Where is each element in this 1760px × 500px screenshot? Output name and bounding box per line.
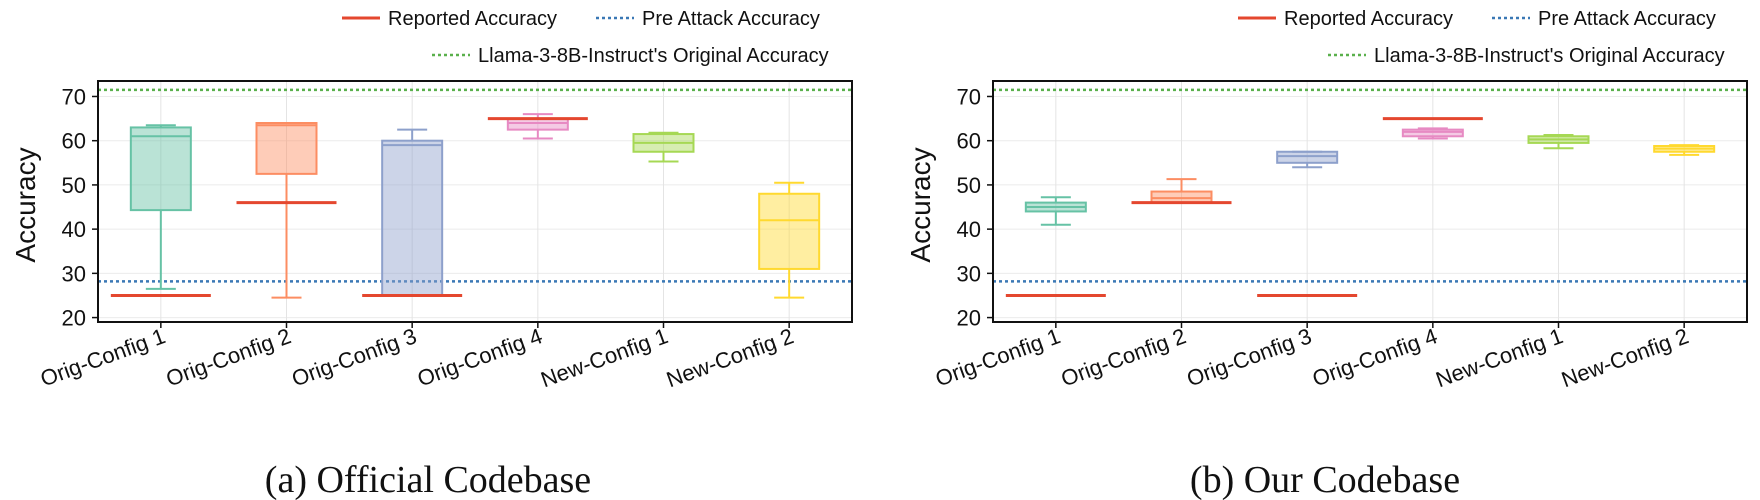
y-tick-label: 20 [62,306,86,331]
box-body [1150,190,1213,204]
box-5 [1527,133,1590,150]
x-tick-label: New-Config 1 [537,323,671,392]
y-axis-label: Accuracy [905,147,936,262]
box-1 [129,124,192,290]
axes-frame [97,80,853,323]
legend-reported-label: Reported Accuracy [1284,8,1453,30]
y-tick-label: 50 [957,173,981,198]
box-5 [632,131,695,163]
box-body [758,192,821,270]
x-tick-label: Orig-Config 1 [37,323,169,391]
y-tick-label: 40 [957,217,981,242]
y-tick-label: 60 [62,129,86,154]
y-tick-label: 70 [62,84,86,109]
y-tick-label: 40 [62,217,86,242]
x-tick-label: Orig-Config 3 [1183,323,1315,391]
box-1 [1024,196,1087,226]
box-body [255,122,318,175]
box-body [129,126,192,212]
box-3 [381,128,444,297]
y-tick-label: 50 [62,173,86,198]
panel-our-codebase: Reported Accuracy Pre Attack Accuracy Ll… [905,8,1748,500]
box-body [381,139,444,297]
panel-official-codebase: Reported Accuracy Pre Attack Accuracy Ll… [10,8,853,500]
x-tick-label: Orig-Config 4 [1309,323,1441,391]
x-tick-label: Orig-Config 1 [932,323,1064,391]
legend: Reported Accuracy Pre Attack Accuracy Ll… [1238,8,1725,67]
y-tick-label: 20 [957,306,981,331]
y-tick-label: 30 [957,261,981,286]
legend-original-label: Llama-3-8B-Instruct's Original Accuracy [478,45,829,67]
axes-frame [992,80,1748,323]
legend-original-label: Llama-3-8B-Instruct's Original Accuracy [1374,45,1725,67]
x-tick-label: New-Config 2 [1558,323,1692,392]
box-3 [1276,150,1339,169]
x-tick-label: Orig-Config 2 [1058,323,1190,391]
x-tick-label: Orig-Config 2 [163,323,295,391]
legend-pre-attack-label: Pre Attack Accuracy [1538,8,1716,30]
box-2 [255,122,318,299]
x-tick-label: Orig-Config 4 [414,323,546,391]
panel-caption: (a) Official Codebase [265,459,591,500]
x-tick-label: New-Config 2 [663,323,797,392]
box-body [1401,128,1464,138]
x-tick-label: Orig-Config 3 [288,323,420,391]
y-tick-label: 30 [62,261,86,286]
box-2 [1150,178,1213,204]
x-tick-label: New-Config 1 [1432,323,1566,392]
legend: Reported Accuracy Pre Attack Accuracy Ll… [342,8,829,67]
y-tick-label: 70 [957,84,981,109]
y-axis-label: Accuracy [10,147,41,262]
box-body [1276,150,1339,164]
y-tick-label: 60 [957,129,981,154]
panel-caption: (b) Our Codebase [1190,459,1460,500]
box-body [506,117,569,131]
box-6 [1653,144,1716,156]
legend-reported-label: Reported Accuracy [388,8,557,30]
box-6 [758,181,821,299]
legend-pre-attack-label: Pre Attack Accuracy [642,8,820,30]
box-4 [1401,127,1464,140]
